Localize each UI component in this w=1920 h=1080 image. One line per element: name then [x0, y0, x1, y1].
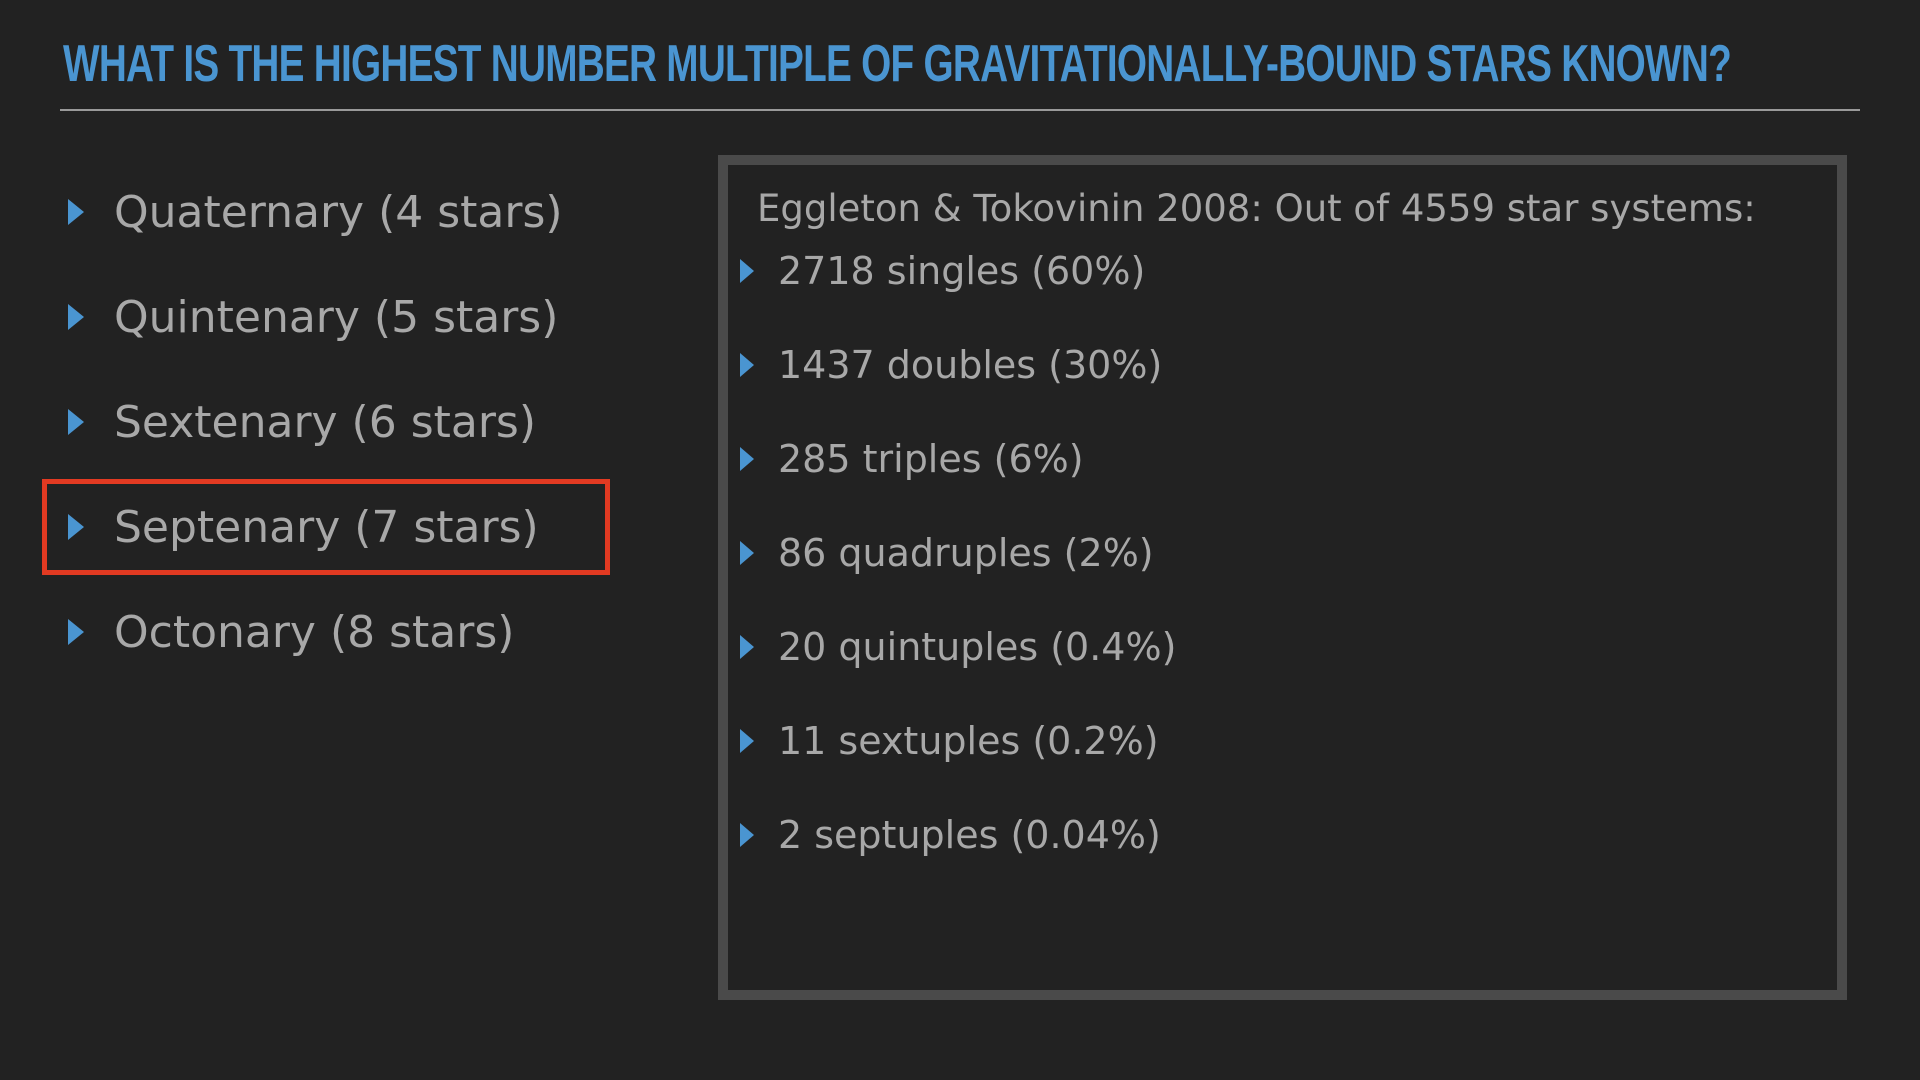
- stat-label: 20 quintuples (0.4%): [778, 625, 1177, 669]
- stat-label: 11 sextuples (0.2%): [778, 719, 1159, 763]
- stats-panel: [718, 155, 1847, 1000]
- option-item-sextenary: Sextenary (6 stars): [68, 387, 536, 457]
- triangle-bullet-icon: [740, 353, 754, 377]
- option-label: Sextenary (6 stars): [114, 396, 537, 448]
- stat-label: 86 quadruples (2%): [778, 531, 1154, 575]
- triangle-bullet-icon: [68, 514, 84, 540]
- stat-label: 2 septuples (0.04%): [778, 813, 1161, 857]
- option-label: Quaternary (4 stars): [114, 186, 563, 238]
- stat-item-quadruples: 86 quadruples (2%): [740, 523, 1154, 583]
- triangle-bullet-icon: [740, 541, 754, 565]
- triangle-bullet-icon: [740, 447, 754, 471]
- option-label: Septenary (7 stars): [114, 501, 539, 553]
- stat-label: 2718 singles (60%): [778, 249, 1146, 293]
- stat-item-doubles: 1437 doubles (30%): [740, 335, 1162, 395]
- triangle-bullet-icon: [68, 409, 84, 435]
- stat-item-septuples: 2 septuples (0.04%): [740, 805, 1161, 865]
- stats-heading: Eggleton & Tokovinin 2008: Out of 4559 s…: [757, 187, 1756, 230]
- stat-label: 1437 doubles (30%): [778, 343, 1163, 387]
- triangle-bullet-icon: [740, 259, 754, 283]
- stat-item-singles: 2718 singles (60%): [740, 241, 1145, 301]
- option-item-quaternary: Quaternary (4 stars): [68, 177, 563, 247]
- option-item-quintenary: Quintenary (5 stars): [68, 282, 558, 352]
- highlight-box: [42, 479, 610, 575]
- stat-item-triples: 285 triples (6%): [740, 429, 1084, 489]
- stat-item-sextuples: 11 sextuples (0.2%): [740, 711, 1159, 771]
- triangle-bullet-icon: [740, 729, 754, 753]
- triangle-bullet-icon: [68, 619, 84, 645]
- option-item-octonary: Octonary (8 stars): [68, 597, 514, 667]
- option-label: Quintenary (5 stars): [114, 291, 559, 343]
- option-label: Octonary (8 stars): [114, 606, 515, 658]
- triangle-bullet-icon: [740, 823, 754, 847]
- triangle-bullet-icon: [68, 199, 84, 225]
- slide-title: WHAT IS THE HIGHEST NUMBER MULTIPLE OF G…: [63, 35, 1732, 93]
- stat-item-quintuples: 20 quintuples (0.4%): [740, 617, 1176, 677]
- stat-label: 285 triples (6%): [778, 437, 1084, 481]
- triangle-bullet-icon: [68, 304, 84, 330]
- option-item-septenary: Septenary (7 stars): [68, 492, 539, 562]
- title-divider: [60, 109, 1860, 111]
- triangle-bullet-icon: [740, 635, 754, 659]
